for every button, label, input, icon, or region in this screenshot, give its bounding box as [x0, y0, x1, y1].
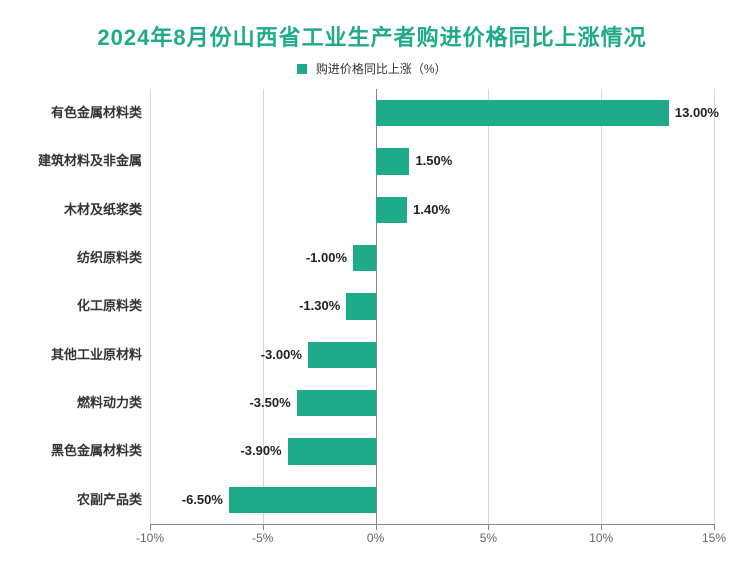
- bar-row: 1.40%: [150, 186, 714, 234]
- y-tick-label: 化工原料类: [30, 282, 150, 330]
- y-tick-label: 有色金属材料类: [30, 89, 150, 137]
- bar-value-label: -3.00%: [261, 342, 302, 368]
- legend-swatch: [297, 64, 307, 74]
- bar: [346, 293, 375, 319]
- bar-value-label: -1.30%: [299, 293, 340, 319]
- x-tick-label: -10%: [136, 531, 164, 545]
- bar-row: -6.50%: [150, 476, 714, 524]
- y-tick-label: 其他工业原材料: [30, 331, 150, 379]
- x-tick-label: 15%: [702, 531, 726, 545]
- x-tick: [601, 524, 602, 530]
- gridline: [714, 89, 715, 524]
- x-tick-label: 5%: [480, 531, 497, 545]
- chart-title: 2024年8月份山西省工业生产者购进价格同比上涨情况: [30, 20, 714, 52]
- y-axis-labels: 有色金属材料类建筑材料及非金属类木材及纸浆类纺织原料类化工原料类其他工业原材料燃…: [30, 89, 150, 524]
- bar-row: -3.00%: [150, 331, 714, 379]
- y-tick-label: 燃料动力类: [30, 379, 150, 427]
- y-tick-label: 纺织原料类: [30, 234, 150, 282]
- bar: [297, 390, 376, 416]
- bar-row: -1.00%: [150, 234, 714, 282]
- bar-row: -3.90%: [150, 427, 714, 475]
- bar-value-label: -1.00%: [306, 245, 347, 271]
- bar-value-label: 1.40%: [413, 197, 450, 223]
- legend-text: 购进价格同比上涨（%）: [316, 62, 447, 76]
- legend: 购进价格同比上涨（%）: [30, 60, 714, 77]
- bar: [376, 197, 408, 223]
- y-tick-label: 农副产品类: [30, 476, 150, 524]
- bar-value-label: -3.90%: [240, 438, 281, 464]
- bar-row: -1.30%: [150, 282, 714, 330]
- x-tick: [263, 524, 264, 530]
- bar: [308, 342, 376, 368]
- y-tick-label: 黑色金属材料类: [30, 427, 150, 475]
- bar-value-label: -6.50%: [182, 487, 223, 513]
- bar-value-label: -3.50%: [249, 390, 290, 416]
- x-tick-label: 0%: [367, 531, 384, 545]
- x-axis-line: [150, 524, 714, 525]
- y-tick-label: 木材及纸浆类: [30, 186, 150, 234]
- bar: [229, 487, 376, 513]
- bar-value-label: 13.00%: [675, 100, 719, 126]
- bar: [353, 245, 376, 271]
- x-tick: [714, 524, 715, 530]
- bar-value-label: 1.50%: [415, 148, 452, 174]
- bar: [376, 100, 669, 126]
- x-tick-label: -5%: [252, 531, 273, 545]
- bar-row: 1.50%: [150, 137, 714, 185]
- x-tick: [488, 524, 489, 530]
- bar-row: 13.00%: [150, 89, 714, 137]
- x-axis-labels: -10%-5%0%5%10%15%: [150, 531, 714, 549]
- x-tick: [150, 524, 151, 530]
- bar-row: -3.50%: [150, 379, 714, 427]
- plot-area: 有色金属材料类建筑材料及非金属类木材及纸浆类纺织原料类化工原料类其他工业原材料燃…: [30, 89, 714, 549]
- x-tick: [376, 524, 377, 530]
- bars-region: 13.00% 1.50% 1.40% -1.00% -1.30% -3.00% -3.50%…: [150, 89, 714, 524]
- bar: [376, 148, 410, 174]
- chart-container: 2024年8月份山西省工业生产者购进价格同比上涨情况 购进价格同比上涨（%） 有…: [0, 0, 744, 584]
- y-tick-label: 建筑材料及非金属类: [30, 137, 150, 185]
- bar: [288, 438, 376, 464]
- x-tick-label: 10%: [589, 531, 613, 545]
